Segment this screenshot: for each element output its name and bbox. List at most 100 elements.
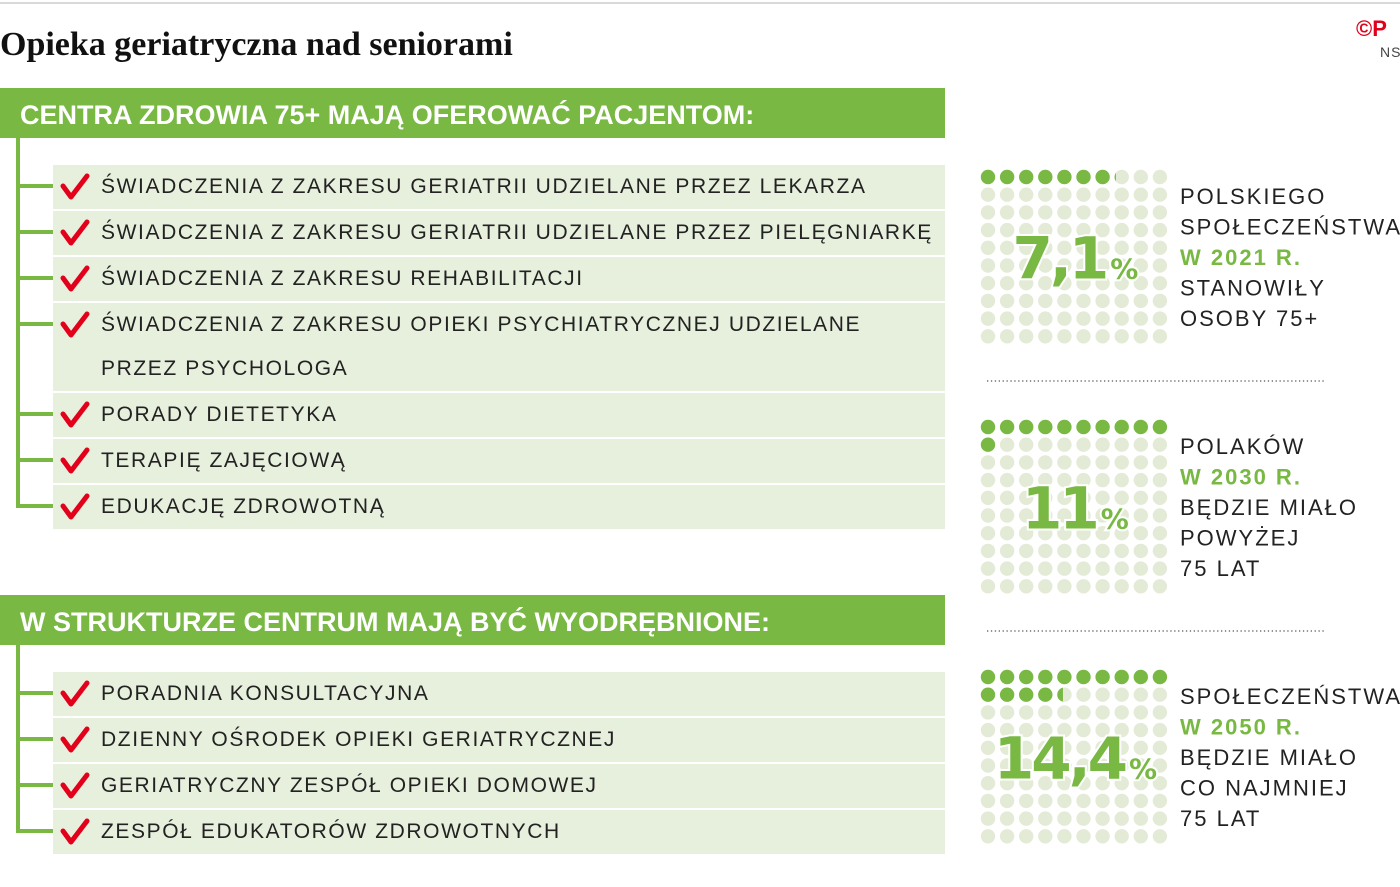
dot-empty	[1095, 240, 1110, 255]
checkmark	[60, 493, 90, 520]
dot-filled	[980, 419, 996, 435]
dot-empty	[1133, 258, 1148, 273]
dot-filled	[1152, 419, 1168, 435]
dot-empty	[1095, 490, 1110, 505]
dot-empty	[980, 579, 996, 594]
dot-empty	[1057, 758, 1072, 773]
dot-empty	[1114, 222, 1129, 238]
bracket-tick	[16, 829, 53, 833]
dot-empty	[1114, 472, 1129, 488]
checkmark	[60, 311, 90, 338]
dot-filled	[1114, 419, 1129, 435]
stat-value: 11	[1022, 475, 1097, 543]
dot-empty	[1019, 776, 1034, 791]
dot-empty	[1152, 829, 1168, 844]
dot-filled	[1114, 669, 1129, 685]
dot-empty	[1114, 508, 1129, 523]
item-text: ŚWIADCZENIA Z ZAKRESU REHABILITACJI	[101, 267, 584, 290]
dot-empty	[1038, 437, 1053, 452]
section-heading: W STRUKTURZE CENTRUM MAJĄ BYĆ WYODRĘBNIO…	[0, 595, 945, 645]
item-text: DZIENNY OŚRODEK OPIEKI GERIATRYCZNEJ	[101, 728, 617, 751]
dot-empty	[1133, 276, 1148, 291]
dot-empty	[1152, 543, 1168, 559]
dot-filled	[1038, 669, 1053, 685]
checkmark-stroke	[60, 447, 90, 474]
dot-empty	[1076, 205, 1091, 220]
dot-empty	[1133, 543, 1148, 559]
dot-empty	[1133, 490, 1148, 505]
dot-empty	[1114, 240, 1129, 255]
dot-empty	[1076, 258, 1091, 273]
dot-empty	[1095, 811, 1110, 826]
dot-empty	[1019, 205, 1034, 220]
dot-empty	[1133, 205, 1148, 220]
dot-filled	[980, 687, 996, 702]
dot-empty	[1057, 187, 1072, 202]
dot-empty	[1114, 293, 1129, 309]
dot-empty	[980, 705, 996, 720]
dot-empty	[999, 472, 1015, 488]
dot-empty	[1152, 222, 1168, 238]
dot-empty	[1019, 258, 1034, 273]
dot-empty	[1076, 526, 1091, 541]
dot-empty	[1076, 329, 1091, 344]
dot-empty	[1057, 258, 1072, 273]
dot-empty	[1038, 472, 1053, 488]
dot-empty	[999, 258, 1015, 273]
dot-empty	[1114, 740, 1129, 755]
dot-empty	[999, 240, 1015, 255]
dot-empty	[1133, 222, 1148, 238]
checkmark	[60, 447, 90, 474]
dot-empty	[999, 722, 1015, 738]
dot-filled	[1019, 687, 1034, 702]
dot-filled	[999, 169, 1015, 185]
dot-empty	[1019, 472, 1034, 488]
list-item: EDUKACJĘ ZDROWOTNĄ	[16, 485, 945, 529]
dot-empty	[1152, 705, 1168, 720]
list-item: GERIATRYCZNY ZESPÓŁ OPIEKI DOMOWEJ	[16, 764, 945, 808]
dot-empty	[1133, 829, 1148, 844]
dot-empty	[999, 776, 1015, 791]
bracket-tick	[16, 322, 53, 326]
bracket-tick	[16, 184, 53, 188]
dot-empty	[1095, 829, 1110, 844]
dot-empty	[1019, 793, 1034, 809]
dot-empty	[1152, 508, 1168, 523]
dot-empty	[1038, 240, 1053, 255]
list-item: DZIENNY OŚRODEK OPIEKI GERIATRYCZNEJ	[16, 718, 945, 762]
dot-empty	[1095, 472, 1110, 488]
dot-filled	[1019, 419, 1034, 435]
checkmark-stroke	[60, 726, 90, 753]
dot-empty	[1076, 293, 1091, 309]
dot-empty	[1076, 276, 1091, 291]
dot-empty	[1038, 543, 1053, 559]
dot-empty	[1019, 490, 1034, 505]
checkmark-stroke	[60, 311, 90, 338]
dot-empty	[1019, 740, 1034, 755]
checkmark-stroke	[60, 493, 90, 520]
dot-empty	[1114, 311, 1129, 326]
item-list: ŚWIADCZENIA Z ZAKRESU GERIATRII UDZIELAN…	[0, 138, 945, 529]
bracket-tick	[16, 691, 53, 695]
dot-empty	[1152, 472, 1168, 488]
dot-empty	[1133, 472, 1148, 488]
dot-empty	[1076, 490, 1091, 505]
dot-empty	[1019, 276, 1034, 291]
stat-number: 14,4%	[994, 725, 1157, 793]
dot-filled	[1038, 419, 1053, 435]
dot-empty	[1152, 490, 1168, 505]
dot-empty	[1095, 687, 1110, 702]
dot-empty	[980, 543, 996, 559]
dot-empty	[980, 205, 996, 220]
dot-empty	[999, 187, 1015, 202]
dot-empty	[999, 705, 1015, 720]
dot-empty	[1038, 293, 1053, 309]
item-text: GERIATRYCZNY ZESPÓŁ OPIEKI DOMOWEJ	[101, 774, 598, 797]
dot-empty	[1095, 293, 1110, 309]
bracket-tick	[16, 737, 53, 741]
dot-empty	[980, 758, 996, 773]
dot-empty	[1019, 508, 1034, 523]
dot-empty	[980, 490, 996, 505]
dot-empty	[1152, 526, 1168, 541]
dot-empty	[1019, 329, 1034, 344]
